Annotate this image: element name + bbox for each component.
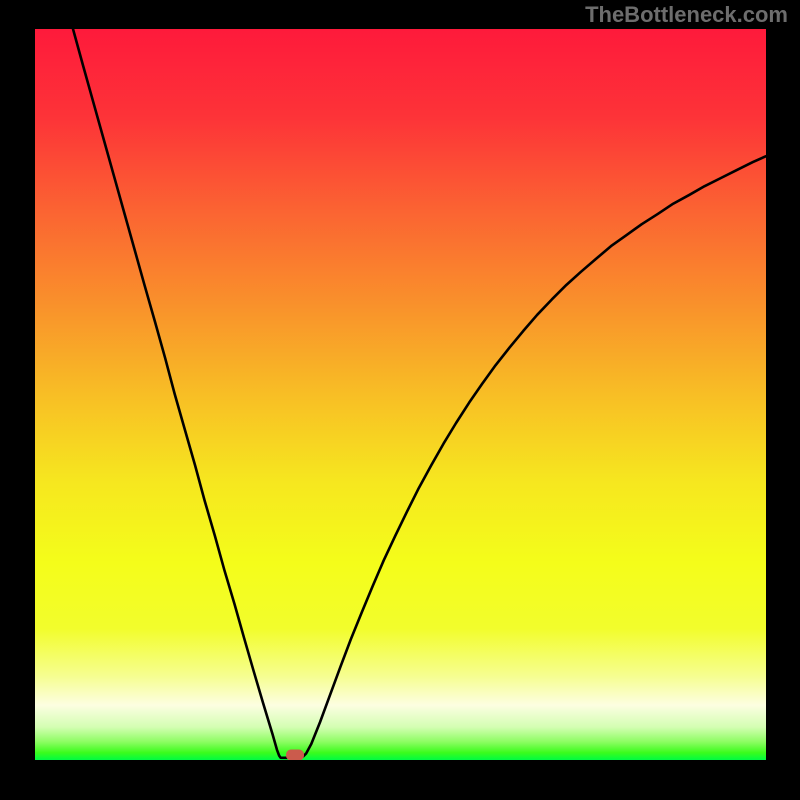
watermark-text: TheBottleneck.com	[585, 2, 788, 28]
chart-container: TheBottleneck.com	[0, 0, 800, 800]
optimum-marker	[286, 749, 304, 760]
plot-area	[35, 29, 766, 760]
bottleneck-curve	[73, 29, 766, 758]
curve-svg	[35, 29, 766, 760]
